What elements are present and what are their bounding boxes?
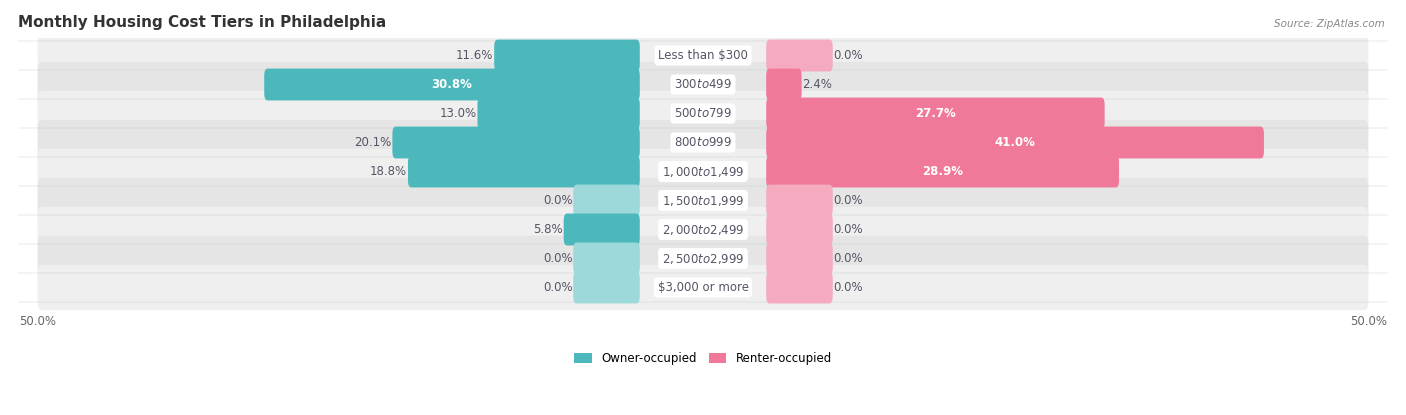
FancyBboxPatch shape <box>38 91 1368 136</box>
FancyBboxPatch shape <box>38 178 1368 223</box>
FancyBboxPatch shape <box>766 68 801 100</box>
FancyBboxPatch shape <box>766 127 1264 159</box>
FancyBboxPatch shape <box>574 242 640 274</box>
FancyBboxPatch shape <box>574 185 640 217</box>
FancyBboxPatch shape <box>766 185 832 217</box>
Text: 11.6%: 11.6% <box>456 49 494 62</box>
FancyBboxPatch shape <box>38 33 1368 78</box>
FancyBboxPatch shape <box>564 214 640 245</box>
Text: 20.1%: 20.1% <box>354 136 392 149</box>
Text: 0.0%: 0.0% <box>834 252 863 265</box>
Text: $1,500 to $1,999: $1,500 to $1,999 <box>662 193 744 208</box>
Text: $2,500 to $2,999: $2,500 to $2,999 <box>662 251 744 266</box>
Text: 0.0%: 0.0% <box>543 252 572 265</box>
Text: $2,000 to $2,499: $2,000 to $2,499 <box>662 222 744 237</box>
Text: Source: ZipAtlas.com: Source: ZipAtlas.com <box>1274 19 1385 29</box>
FancyBboxPatch shape <box>766 214 832 245</box>
FancyBboxPatch shape <box>38 265 1368 310</box>
Legend: Owner-occupied, Renter-occupied: Owner-occupied, Renter-occupied <box>574 352 832 365</box>
FancyBboxPatch shape <box>38 62 1368 107</box>
FancyBboxPatch shape <box>38 120 1368 165</box>
Text: $300 to $499: $300 to $499 <box>673 78 733 91</box>
FancyBboxPatch shape <box>766 39 832 71</box>
FancyBboxPatch shape <box>392 127 640 159</box>
Text: 0.0%: 0.0% <box>834 49 863 62</box>
Text: 5.8%: 5.8% <box>533 223 562 236</box>
Text: 27.7%: 27.7% <box>915 107 956 120</box>
Text: 41.0%: 41.0% <box>994 136 1035 149</box>
Text: $3,000 or more: $3,000 or more <box>658 281 748 294</box>
Text: 0.0%: 0.0% <box>834 194 863 207</box>
Text: $1,000 to $1,499: $1,000 to $1,499 <box>662 164 744 178</box>
FancyBboxPatch shape <box>38 149 1368 194</box>
Text: 0.0%: 0.0% <box>543 281 572 294</box>
Text: Monthly Housing Cost Tiers in Philadelphia: Monthly Housing Cost Tiers in Philadelph… <box>18 15 385 30</box>
FancyBboxPatch shape <box>766 98 1105 129</box>
Text: 0.0%: 0.0% <box>834 223 863 236</box>
FancyBboxPatch shape <box>494 39 640 71</box>
FancyBboxPatch shape <box>264 68 640 100</box>
Text: 18.8%: 18.8% <box>370 165 408 178</box>
FancyBboxPatch shape <box>408 156 640 188</box>
FancyBboxPatch shape <box>766 156 1119 188</box>
Text: 0.0%: 0.0% <box>834 281 863 294</box>
Text: 0.0%: 0.0% <box>543 194 572 207</box>
Text: 30.8%: 30.8% <box>432 78 472 91</box>
FancyBboxPatch shape <box>38 236 1368 281</box>
FancyBboxPatch shape <box>766 242 832 274</box>
Text: 13.0%: 13.0% <box>440 107 477 120</box>
FancyBboxPatch shape <box>766 271 832 303</box>
Text: $500 to $799: $500 to $799 <box>673 107 733 120</box>
Text: $800 to $999: $800 to $999 <box>673 136 733 149</box>
FancyBboxPatch shape <box>478 98 640 129</box>
Text: 2.4%: 2.4% <box>803 78 832 91</box>
Text: 28.9%: 28.9% <box>922 165 963 178</box>
FancyBboxPatch shape <box>38 207 1368 252</box>
Text: Less than $300: Less than $300 <box>658 49 748 62</box>
FancyBboxPatch shape <box>574 271 640 303</box>
